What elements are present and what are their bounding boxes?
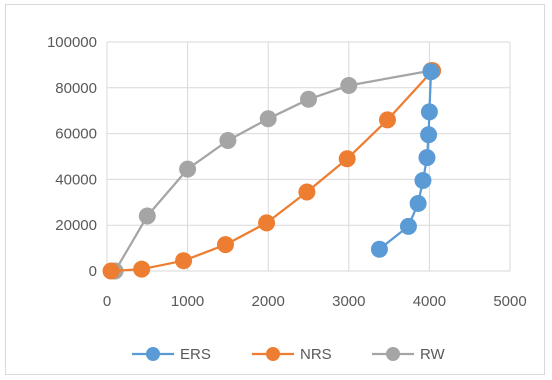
data-point-ers (399, 217, 417, 235)
chart-svg: 0 20000 40000 60000 80000 100000 0 1000 2000 3000… (47, 34, 527, 363)
y-tick-label: 40000 (55, 171, 97, 188)
grid-layer (106, 41, 511, 272)
legend-item-ers: ERS (132, 346, 211, 363)
data-point-nrs (102, 262, 120, 280)
data-point-nrs (378, 111, 396, 129)
x-tick-label: 1000 (171, 293, 204, 310)
y-tick-label: 0 (89, 263, 97, 280)
legend-item-rw: RW (372, 346, 446, 363)
data-point-ers (370, 240, 388, 258)
data-point-rw (138, 207, 156, 225)
legend-marker-rw (386, 347, 400, 361)
data-point-ers (414, 172, 432, 190)
data-point-rw (259, 110, 277, 128)
y-tick-label: 80000 (55, 80, 97, 97)
series-layer (102, 62, 442, 280)
data-point-nrs (258, 214, 276, 232)
legend-label-rw: RW (420, 346, 446, 363)
x-tick-label: 5000 (493, 293, 526, 310)
legend-label-nrs: NRS (300, 346, 332, 363)
data-point-rw (340, 77, 358, 95)
y-tick-label: 100000 (47, 34, 97, 51)
data-point-rw (179, 160, 197, 178)
data-point-ers (420, 103, 438, 121)
data-point-ers (422, 63, 440, 81)
data-point-ers (418, 149, 436, 167)
legend-item-nrs: NRS (252, 346, 332, 363)
data-point-nrs (298, 183, 316, 201)
legend-label-ers: ERS (180, 346, 211, 363)
data-point-rw (219, 131, 237, 149)
series-nrs (102, 62, 442, 280)
legend-marker-nrs (266, 347, 280, 361)
data-point-rw (300, 90, 317, 108)
y-tick-label: 60000 (55, 126, 97, 143)
series-line-rw (114, 69, 432, 272)
data-point-nrs (338, 150, 356, 168)
series-rw (106, 62, 440, 280)
data-point-ers (409, 194, 427, 212)
data-point-ers (420, 126, 438, 144)
x-tick-label: 4000 (413, 293, 446, 310)
legend-marker-ers (146, 347, 160, 361)
x-tick-label: 0 (103, 293, 111, 310)
x-tick-label: 3000 (332, 293, 365, 310)
series-line-nrs (110, 69, 434, 273)
x-tick-label: 2000 (252, 293, 285, 310)
y-tick-label: 20000 (55, 217, 97, 234)
data-point-nrs (133, 260, 151, 278)
legend: ERS NRS RW (132, 346, 446, 363)
data-point-nrs (175, 252, 193, 270)
data-point-nrs (216, 236, 234, 254)
chart-frame: 0 20000 40000 60000 80000 100000 0 1000 2000 3000… (5, 4, 545, 375)
axis-label-layer: 0 20000 40000 60000 80000 100000 0 1000 2000 3000… (47, 34, 527, 310)
series-ers (370, 63, 440, 258)
